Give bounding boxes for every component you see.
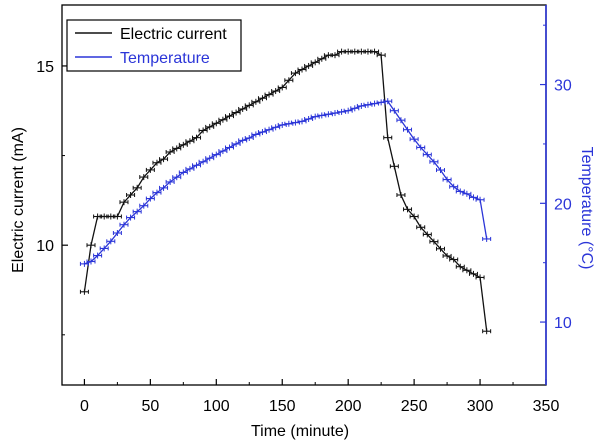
data-point [410, 136, 418, 142]
data-point [417, 224, 425, 230]
x-tick-label: 100 [203, 398, 230, 415]
data-point [384, 135, 392, 141]
y-right-tick-label: 20 [554, 196, 572, 213]
x-tick-label: 50 [141, 398, 159, 415]
data-point [113, 214, 121, 220]
data-point [80, 289, 88, 295]
data-point [87, 242, 95, 248]
data-point [483, 328, 491, 334]
y-right-tick-label: 30 [554, 78, 572, 95]
series-line-temperature [84, 101, 486, 264]
x-axis-title: Time (minute) [251, 423, 349, 440]
data-point [397, 192, 405, 198]
x-tick-label: 0 [80, 398, 89, 415]
y-axis-left-title: Electric current (mA) [10, 127, 27, 273]
y-right-tick-label: 10 [554, 315, 572, 332]
legend: Electric current Temperature [67, 20, 241, 71]
series-layer [80, 49, 490, 335]
data-point [113, 230, 121, 236]
data-point [483, 236, 491, 242]
data-point [390, 163, 398, 169]
data-point [404, 127, 412, 133]
data-point [390, 108, 398, 114]
x-tick-label: 200 [335, 398, 362, 415]
x-tick-label: 250 [401, 398, 428, 415]
y-axis-right-title: Temperature (°C) [578, 147, 595, 270]
y-left-tick-label: 10 [36, 238, 54, 255]
x-tick-label: 350 [533, 398, 560, 415]
x-tick-label: 150 [269, 398, 296, 415]
x-tick-label: 300 [467, 398, 494, 415]
y-left-tick-label: 15 [36, 59, 54, 76]
legend-label-temperature: Temperature [120, 50, 210, 67]
data-point [436, 167, 444, 173]
data-point [397, 117, 405, 123]
legend-label-current: Electric current [120, 26, 227, 43]
series-line-current [84, 52, 486, 332]
